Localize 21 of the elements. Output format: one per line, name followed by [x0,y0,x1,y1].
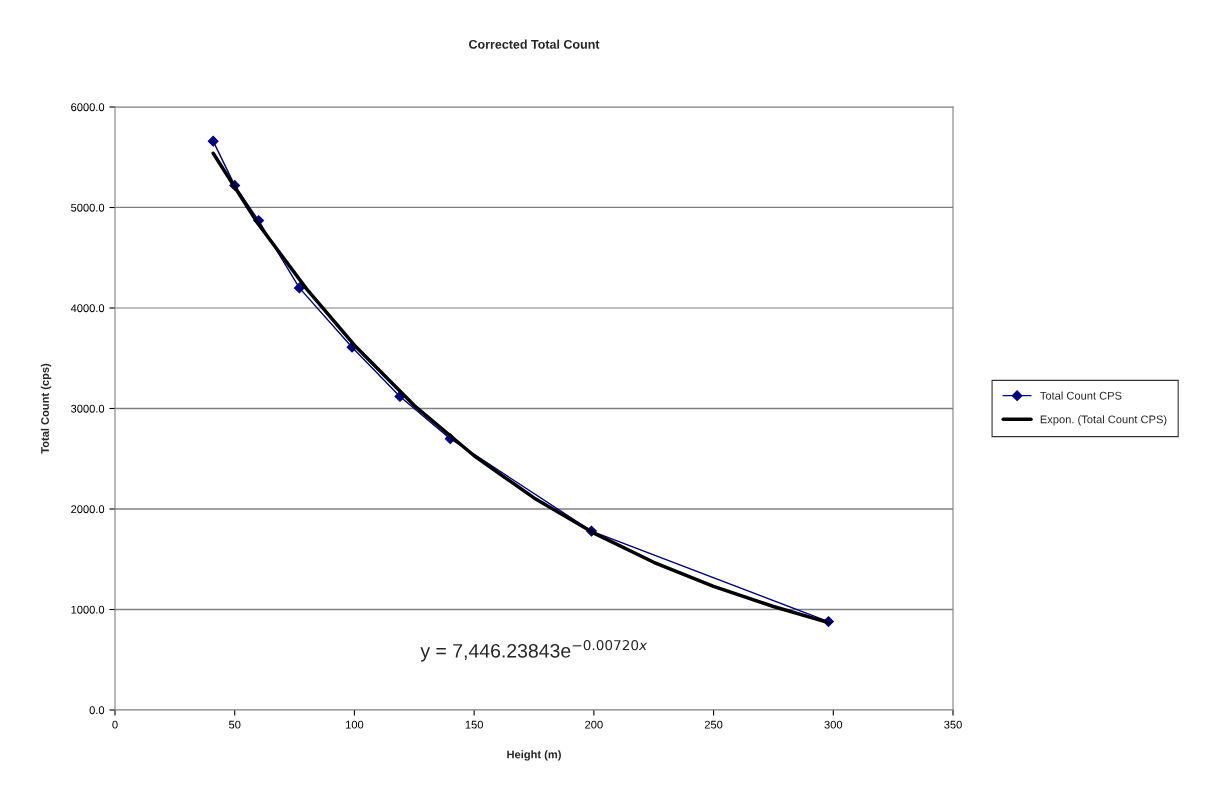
chart-title: Corrected Total Count [469,39,600,49]
y-tick-label: 0.0 [89,706,105,715]
x-tick-label: 50 [228,720,241,729]
x-tick-label: 300 [824,720,843,729]
x-axis-title: Height (m) [507,750,561,761]
y-tick-label: 3000.0 [71,404,105,413]
y-axis-title: Total Count (cps) [40,363,52,454]
y-tick-label: 1000.0 [71,605,105,614]
legend-label: Total Count CPS [1040,391,1122,400]
y-tick-label: 4000.0 [70,304,105,313]
x-tick-label: 250 [704,720,723,729]
y-tick-label: 5000.0 [71,203,105,212]
x-tick-label: 200 [585,720,603,729]
x-tick-label: 150 [465,720,483,729]
annotation: y = 7,446.23843e$^{−0.00720x}$ [420,639,648,662]
legend-label: Expon. (Total Count CPS) [1040,415,1167,426]
y-tick-label: 6000.0 [71,103,105,112]
x-tick-label: 0 [112,720,118,729]
x-tick-label: 100 [346,720,364,729]
x-tick-label: 350 [944,720,962,729]
y-tick-label: 2000.0 [71,505,105,514]
